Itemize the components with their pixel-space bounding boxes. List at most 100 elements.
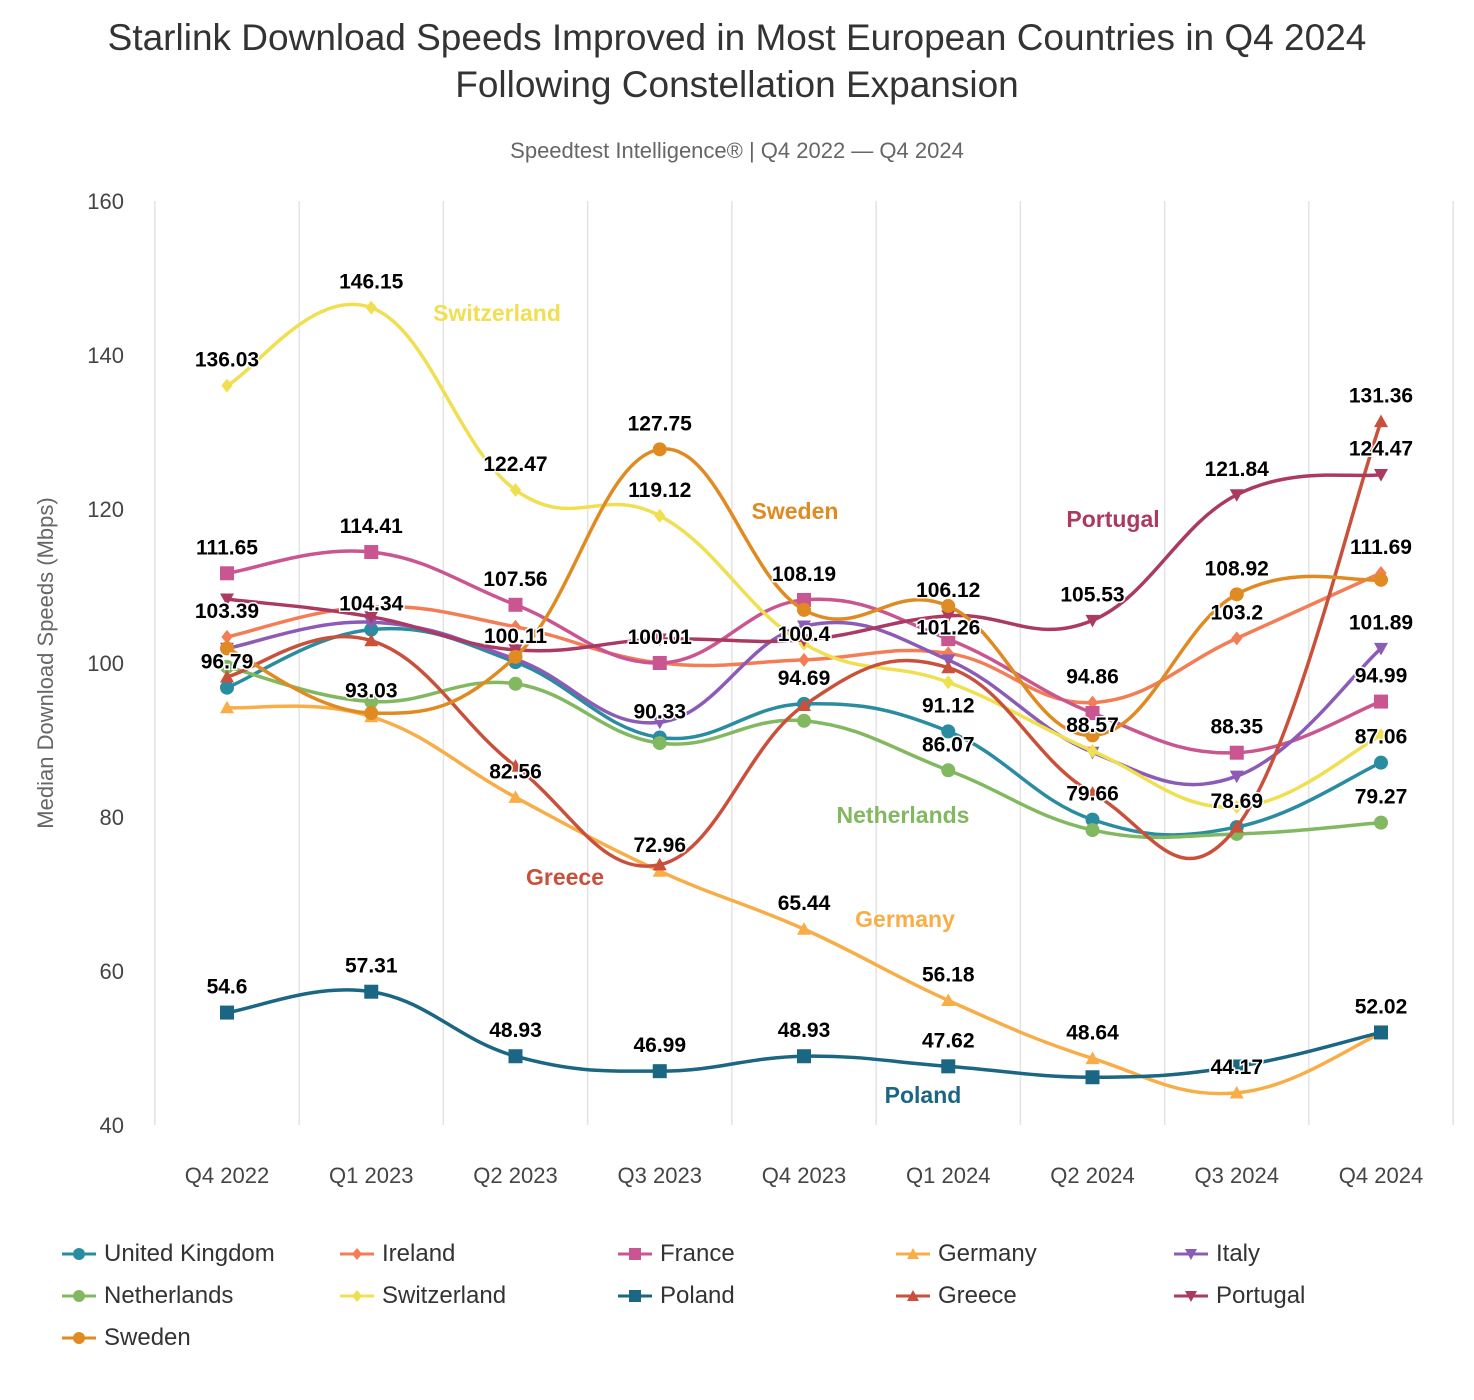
series-inline-label: Germany [855, 906, 955, 932]
data-label: 111.65 [196, 536, 258, 559]
legend-item[interactable]: Ireland [340, 1240, 455, 1268]
data-point [1229, 489, 1244, 502]
legend-label: Portugal [1216, 1282, 1306, 1309]
data-point [221, 629, 233, 644]
data-point [364, 694, 379, 709]
data-point [652, 1064, 667, 1079]
legend-item[interactable]: Germany [896, 1240, 1037, 1268]
data-point [1229, 820, 1244, 833]
data-point [508, 676, 523, 691]
data-point [220, 700, 234, 714]
data-point [220, 641, 234, 656]
data-label: 111.69 [1350, 536, 1412, 559]
legend-item[interactable]: Sweden [62, 1324, 191, 1352]
y-tick-label: 40 [100, 1113, 124, 1138]
legend-item[interactable]: United Kingdom [62, 1240, 275, 1268]
series-inline-label: Sweden [752, 498, 839, 524]
data-point [1374, 1025, 1388, 1040]
data-label: 82.56 [489, 760, 542, 783]
data-point [509, 482, 522, 497]
x-tick-label: Q1 2023 [329, 1163, 413, 1188]
data-label: 48.93 [489, 1019, 542, 1042]
data-point [652, 656, 667, 670]
series-inline-label: Switzerland [433, 300, 561, 326]
data-point [1229, 1059, 1244, 1074]
data-label: 127.75 [628, 412, 693, 435]
data-label: 94.99 [1355, 665, 1408, 688]
data-label: 78.69 [1210, 790, 1263, 813]
data-label: 105.53 [1060, 583, 1124, 606]
legend-item[interactable]: France [618, 1240, 735, 1268]
data-label: 124.47 [1349, 438, 1413, 461]
data-point [1374, 414, 1388, 428]
y-axis-label: Median Download Speeds (Mbps) [33, 497, 58, 828]
data-point [941, 724, 956, 739]
data-label: 79.66 [1066, 783, 1119, 806]
data-label: 88.57 [1066, 714, 1119, 737]
data-label: 86.07 [922, 733, 975, 756]
data-point [1374, 694, 1388, 709]
data-point [1375, 728, 1387, 743]
data-point [365, 599, 377, 614]
data-point [220, 680, 234, 695]
data-point [220, 669, 234, 683]
data-point [1231, 631, 1243, 646]
data-point [364, 622, 379, 637]
data-label: 48.64 [1066, 1021, 1119, 1044]
y-tick-label: 80 [100, 805, 124, 830]
data-point [364, 984, 379, 999]
data-label: 47.62 [922, 1029, 975, 1052]
legend-label: Sweden [104, 1324, 191, 1351]
data-label: 131.36 [1349, 385, 1413, 408]
legend-item[interactable]: Italy [1174, 1240, 1260, 1268]
data-label: 108.92 [1205, 557, 1269, 580]
y-tick-label: 100 [87, 651, 124, 676]
data-label: 94.69 [778, 667, 831, 690]
data-point [508, 597, 523, 612]
series-inline-label: Poland [885, 1082, 962, 1108]
y-tick-label: 160 [87, 189, 124, 214]
data-point [652, 716, 667, 730]
data-point [652, 633, 667, 647]
data-point [1229, 587, 1244, 602]
data-label: 100.01 [628, 626, 693, 649]
chart-subtitle: Speedtest Intelligence® | Q4 2022 — Q4 2… [510, 138, 964, 163]
legend-item[interactable]: Greece [896, 1282, 1017, 1310]
data-point [1231, 799, 1243, 814]
data-point [220, 1005, 234, 1020]
data-label: 103.39 [195, 600, 259, 623]
data-label: 48.93 [778, 1019, 831, 1042]
data-label: 119.12 [628, 479, 691, 502]
data-point [508, 759, 523, 772]
x-tick-label: Q3 2024 [1195, 1163, 1279, 1188]
data-label: 44.17 [1210, 1056, 1263, 1079]
legend-item[interactable]: Netherlands [62, 1282, 233, 1310]
series-line-switzerland [226, 302, 1382, 809]
x-tick-label: Q4 2023 [762, 1163, 846, 1188]
legend-item[interactable]: Portugal [1174, 1282, 1305, 1310]
data-point [220, 659, 234, 674]
data-point [654, 508, 666, 523]
legend-item[interactable]: Poland [618, 1282, 735, 1310]
data-label: 122.47 [483, 453, 547, 476]
data-point [652, 864, 667, 877]
data-label: 108.19 [772, 563, 836, 586]
data-label: 90.33 [633, 700, 686, 723]
data-label: 46.99 [633, 1034, 686, 1057]
data-point [1085, 786, 1100, 799]
data-point [1229, 1085, 1244, 1099]
data-point [797, 922, 811, 935]
data-point [798, 652, 810, 667]
data-label: 101.26 [916, 616, 980, 639]
legend-marker-icon [618, 1248, 652, 1260]
data-point [797, 698, 811, 711]
data-label: 91.12 [922, 694, 975, 717]
data-point [652, 736, 667, 751]
x-tick-label: Q2 2023 [473, 1163, 557, 1188]
legend-marker-icon [62, 1332, 96, 1344]
data-point [508, 790, 523, 803]
series-inline-label: Greece [526, 864, 604, 890]
data-point [941, 599, 956, 614]
data-point [941, 632, 956, 647]
legend-item[interactable]: Switzerland [340, 1282, 506, 1310]
